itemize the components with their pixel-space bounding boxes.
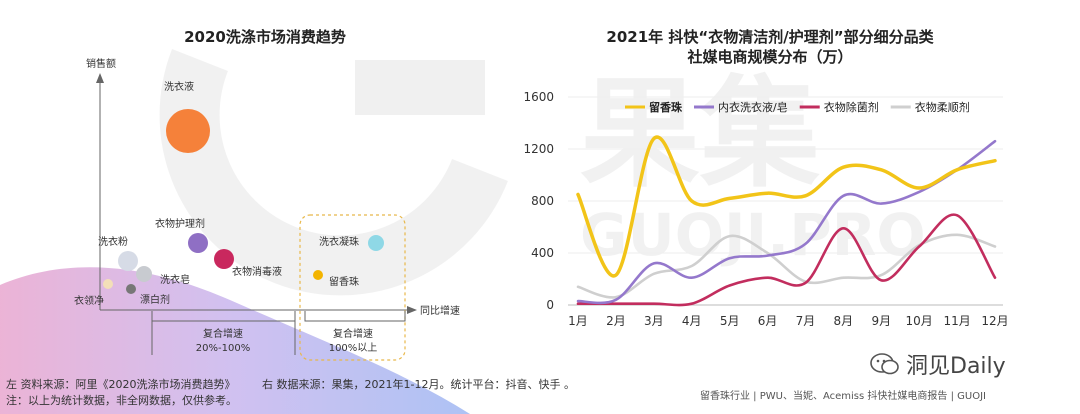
bubble-label-washing-powder: 洗衣粉 bbox=[98, 235, 128, 248]
bubble-label-laundry-soap: 洗衣皂 bbox=[160, 273, 190, 286]
x-tick-label: 8月 bbox=[834, 314, 854, 328]
gradient-blob bbox=[0, 267, 470, 414]
bubble-laundry-soap bbox=[136, 266, 152, 282]
segment-low-line1: 复合增速 bbox=[203, 327, 243, 340]
segment-low-bracket bbox=[151, 311, 296, 322]
x-tick-label: 10月 bbox=[906, 314, 933, 328]
segment-high-line2: 100%以上 bbox=[329, 342, 378, 354]
bubble-label-care-agent: 衣物护理剂 bbox=[155, 217, 205, 230]
y-axis-arrow bbox=[96, 73, 104, 83]
note-right-source: 右 数据来源：果集，2021年1-12月。统计平台：抖音、快手 。 bbox=[262, 378, 575, 391]
left-chart-title: 2020洗涤市场消费趋势 bbox=[184, 28, 346, 46]
x-tick-label: 6月 bbox=[758, 314, 778, 328]
series-line-4 bbox=[576, 233, 997, 299]
series-line-3 bbox=[576, 213, 997, 307]
x-tick-label: 11月 bbox=[943, 314, 970, 328]
watermark-brand-cn: 果集 bbox=[580, 65, 820, 204]
bubble-label-bleach: 漂白剂 bbox=[140, 293, 170, 306]
y-tick-label: 800 bbox=[531, 194, 554, 208]
bubble-label-disinfectant: 衣物消毒液 bbox=[232, 265, 282, 278]
wechat-badge: 洞见Daily bbox=[870, 348, 1006, 380]
x-tick-label: 3月 bbox=[644, 314, 664, 328]
footer-source: 留香珠行业 | PWU、当妮、Acemiss 抖快社媒电商报告 | GUOJI bbox=[700, 391, 986, 402]
bubble-bleach bbox=[126, 284, 136, 294]
x-axis-label: 同比增速 bbox=[420, 304, 460, 317]
y-tick-label: 0 bbox=[546, 298, 554, 312]
x-tick-label: 5月 bbox=[720, 314, 740, 328]
bubble-washing-powder bbox=[118, 251, 138, 271]
x-tick-label: 1月 bbox=[568, 314, 588, 328]
legend-label: 衣物除菌剂 bbox=[824, 100, 879, 114]
series-line-1 bbox=[576, 135, 997, 278]
bubble-label-scent-beads: 留香珠 bbox=[329, 275, 359, 288]
right-chart-subtitle: 社媒电商规模分布（万） bbox=[687, 48, 853, 66]
bubble-label-collar-cleaner: 衣领净 bbox=[74, 294, 104, 307]
bubble-chart: 销售额 同比增速 复合增速 20%-100% 复合增速 100%以上 洗衣液 衣… bbox=[74, 57, 460, 361]
legend-label: 留香珠 bbox=[649, 100, 683, 114]
y-tick-label: 1600 bbox=[523, 90, 554, 104]
right-chart-title: 2021年 抖快“衣物清洁剂/护理剂”部分细分品类 bbox=[606, 28, 934, 46]
segment-low-line2: 20%-100% bbox=[196, 343, 250, 354]
x-tick-label: 7月 bbox=[796, 314, 816, 328]
series-line-2 bbox=[576, 139, 997, 305]
y-tick-label: 400 bbox=[531, 246, 554, 260]
bubble-laundry-pods bbox=[368, 235, 384, 251]
wechat-brand: 洞见Daily bbox=[906, 354, 1006, 379]
x-tick-label: 9月 bbox=[871, 314, 891, 328]
bubble-care-agent bbox=[188, 233, 208, 253]
y-axis-label: 销售额 bbox=[86, 57, 116, 70]
bubble-label-laundry-pods: 洗衣凝珠 bbox=[319, 235, 359, 248]
x-tick-label: 2月 bbox=[606, 314, 626, 328]
bubble-scent-beads bbox=[313, 270, 323, 280]
legend-label: 衣物柔顺剂 bbox=[915, 100, 970, 114]
x-tick-label: 12月 bbox=[981, 314, 1008, 328]
x-tick-label: 4月 bbox=[682, 314, 702, 328]
note-disclaimer: 注：以上为统计数据，非全网数据，仅供参考。 bbox=[6, 394, 237, 407]
wechat-icon bbox=[870, 353, 899, 375]
segment-high-line1: 复合增速 bbox=[333, 327, 373, 340]
x-axis-arrow bbox=[407, 306, 417, 314]
y-tick-label: 1200 bbox=[523, 142, 554, 156]
legend-label: 内衣洗衣液/皂 bbox=[718, 100, 788, 114]
bubble-laundry-liquid bbox=[166, 109, 210, 153]
highlight-box bbox=[299, 214, 406, 361]
line-chart: 0 400 800 1200 1600 1月 2月 3月 4月 5月 6月 7月 8月 9月 10月 11月… bbox=[523, 90, 1008, 328]
bubble-disinfectant bbox=[214, 249, 234, 269]
bubble-collar-cleaner bbox=[103, 279, 113, 289]
note-left-source: 左 资料来源：阿里《2020洗涤市场消费趋势》 bbox=[6, 378, 236, 391]
bubble-label-laundry-liquid: 洗衣液 bbox=[164, 80, 194, 93]
